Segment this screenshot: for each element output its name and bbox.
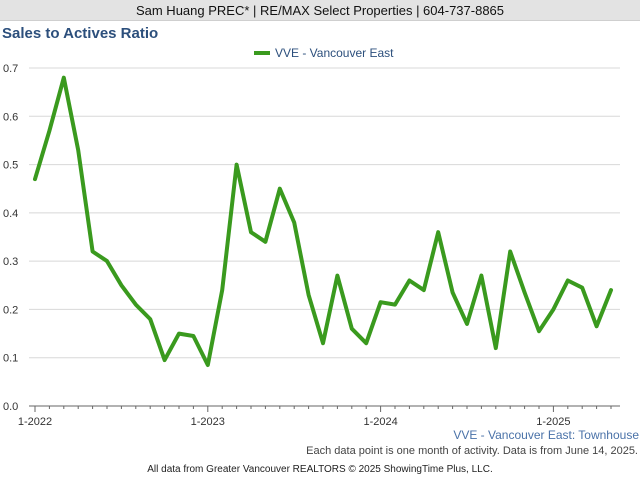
y-tick-label: 0.0 [3,401,18,413]
data-point [379,300,383,304]
data-point [163,358,167,362]
agent-banner: Sam Huang PREC* | RE/MAX Select Properti… [0,0,640,21]
series-line [33,75,613,367]
data-point [479,274,483,278]
data-point [609,288,613,292]
y-tick-label: 0.2 [3,304,18,316]
data-point [508,249,512,254]
data-point [278,187,282,191]
data-point [47,129,52,133]
legend-swatch [254,51,270,55]
data-note: Each data point is one month of activity… [306,445,638,457]
y-tick-label: 0.5 [3,160,18,172]
data-point [335,274,339,278]
data-point [134,303,138,307]
data-point [105,259,109,263]
legend: VVE - Vancouver East [254,45,394,61]
chart-title: Sales to Actives Ratio [2,25,159,42]
chart-subtitle: VVE - Vancouver East: Townhouse [453,428,639,442]
data-point [422,288,426,292]
data-point [436,230,440,234]
data-point [119,283,123,287]
x-tick-label: 1-2025 [536,416,570,428]
y-tick-label: 0.7 [3,63,18,75]
y-tick-label: 0.6 [3,111,18,123]
data-point [220,288,224,292]
data-point [494,346,498,350]
copyright-footer: All data from Greater Vancouver REALTORS… [147,464,493,475]
y-tick-label: 0.1 [3,353,18,365]
data-point [307,293,311,297]
y-tick-label: 0.3 [3,256,18,268]
legend-label: VVE - Vancouver East [275,46,394,60]
data-point [33,177,37,181]
data-point [321,341,325,345]
data-point [537,329,541,333]
data-point [62,76,66,80]
data-point [177,331,181,336]
data-point [393,303,397,307]
data-point [551,307,556,312]
data-point [249,230,253,234]
data-point [350,327,354,331]
x-tick-label: 1-2022 [18,416,52,428]
data-point [580,286,584,290]
data-point [364,341,368,345]
x-tick-label: 1-2024 [363,416,397,428]
data-point [451,290,455,295]
data-point [465,322,469,326]
data-point [235,162,239,167]
data-point [407,278,411,283]
data-point [191,334,195,338]
x-tick-label: 1-2023 [191,416,225,428]
y-tick-label: 0.4 [3,208,18,220]
data-point [292,220,296,225]
data-point [523,290,527,295]
data-point [91,249,95,254]
data-point [595,324,599,328]
data-point [76,148,80,152]
data-point [148,317,152,321]
data-point [206,363,210,367]
data-point [263,240,267,244]
data-point [566,278,570,283]
